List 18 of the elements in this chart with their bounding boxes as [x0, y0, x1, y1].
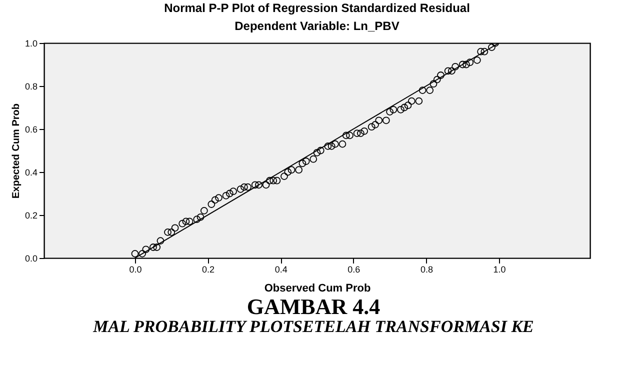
x-axis-title: Observed Cum Prob	[264, 282, 371, 294]
x-tick-label: 1.0	[493, 264, 506, 274]
x-tick-label: 0.2	[202, 264, 215, 274]
x-tick-label: 0.8	[420, 264, 433, 274]
x-tick-label: 0.6	[348, 264, 360, 274]
y-axis-title: Expected Cum Prob	[10, 103, 22, 199]
text: GAMBAR 4.4	[246, 294, 382, 319]
y-tick-label: 0.2	[24, 210, 38, 220]
y-tick-label: 0.0	[24, 254, 38, 264]
x-tick-label: 0.4	[274, 264, 288, 274]
y-tick-label: 0.6	[24, 124, 38, 134]
text: MAL PROBABILITY PLOTSETELAH TRANSFORMASI KE	[92, 317, 535, 336]
y-tick-label: 0.8	[24, 82, 38, 92]
y-tick-label: 0.4	[24, 168, 38, 178]
chart-title: Normal P-P Plot of Regression Standardized Residual	[164, 1, 470, 15]
x-tick-label: 0.0	[129, 264, 142, 274]
chart-subtitle: Dependent Variable: Ln_PBV	[234, 19, 400, 33]
y-tick-label: 1.0	[24, 38, 38, 48]
